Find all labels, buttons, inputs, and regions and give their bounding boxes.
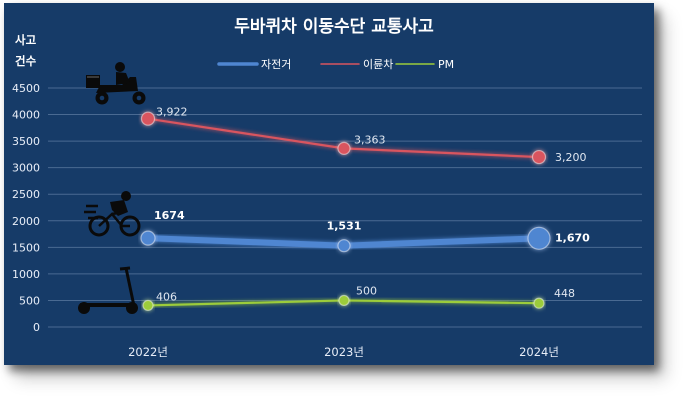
y-tick-label: 4000 — [12, 109, 40, 122]
y-axis-label-line1: 사고 — [15, 33, 37, 47]
motorcycle-point — [337, 141, 351, 155]
bicycle-point — [337, 239, 351, 253]
motorcycle-data-label: 3,200 — [555, 151, 587, 164]
pm-data-label: 500 — [356, 284, 377, 297]
y-tick-label: 2000 — [12, 215, 40, 228]
motorcycle-point — [531, 149, 547, 165]
chart-canvas: 두바퀴차 이동수단 교통사고 사고 건수 0 500 1000 1500 2000 250… — [12, 17, 642, 359]
electric-scooter-icon — [78, 266, 138, 314]
legend-label: PM — [438, 58, 454, 71]
pm-data-label: 448 — [554, 287, 575, 300]
pm-point — [142, 299, 154, 312]
data-labels: 1674 1,531 1,670 3,922 3,363 3,200 406 500 448 — [154, 106, 590, 304]
bicycle-data-label: 1,670 — [555, 231, 590, 244]
x-tick-label: 2022년 — [128, 345, 168, 359]
y-tick-label: 500 — [19, 294, 40, 307]
chart-title: 두바퀴차 이동수단 교통사고 — [234, 17, 434, 37]
motorcycle-point — [140, 111, 156, 126]
y-tick-label: 0 — [33, 321, 40, 334]
y-axis-label-line2: 건수 — [15, 54, 37, 68]
grid-lines — [48, 87, 642, 328]
pm-point — [533, 297, 545, 309]
y-axis-ticks: 0 500 1000 1500 2000 2500 3000 3500 4000 4500 — [12, 82, 40, 334]
y-tick-label: 2500 — [12, 188, 40, 201]
bicycle-data-label: 1674 — [154, 209, 185, 222]
motorcycle-data-label: 3,922 — [156, 106, 188, 119]
chart-panel: 두바퀴차 이동수단 교통사고 사고 건수 0 500 1000 1500 2000 250… — [4, 3, 654, 365]
pm-data-label: 406 — [156, 290, 177, 303]
legend-label: 이륜차 — [363, 58, 393, 71]
bicycle-point — [527, 226, 551, 250]
x-tick-label: 2023년 — [324, 345, 364, 359]
y-tick-label: 3500 — [12, 135, 40, 148]
bicycle-rider-icon — [84, 191, 141, 237]
delivery-motorcycle-icon — [86, 62, 146, 105]
y-tick-label: 1000 — [12, 268, 40, 281]
x-tick-label: 2024년 — [519, 345, 559, 359]
x-axis-ticks: 2022년 2023년 2024년 — [128, 345, 559, 359]
bicycle-data-label: 1,531 — [327, 220, 362, 233]
series-layer — [140, 111, 551, 312]
y-tick-label: 1500 — [12, 241, 40, 254]
legend-label: 자전거 — [261, 58, 291, 71]
y-tick-label: 3000 — [12, 162, 40, 175]
pm-point — [338, 294, 350, 307]
legend: 자전거 이륜차 PM — [217, 58, 454, 71]
y-tick-label: 4500 — [12, 82, 40, 95]
bicycle-point — [140, 230, 156, 246]
motorcycle-data-label: 3,363 — [354, 133, 386, 146]
